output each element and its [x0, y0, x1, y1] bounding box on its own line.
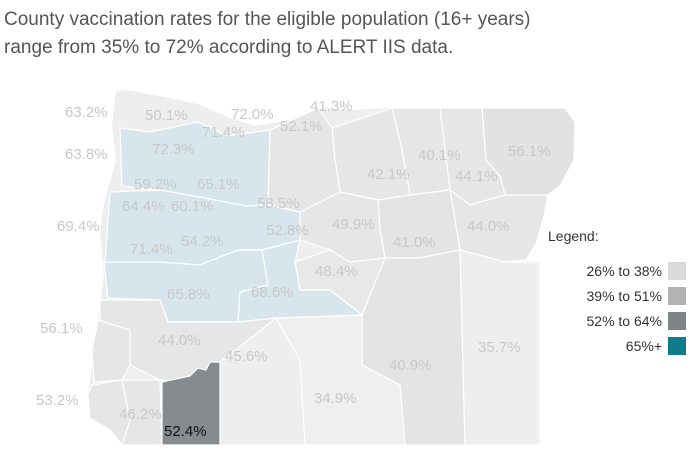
label-wasco-north: 52.1% [280, 118, 323, 135]
county-malheur[interactable] [459, 249, 541, 446]
legend-swatch [668, 337, 686, 355]
label-washington: 72.3% [152, 141, 195, 158]
legend-swatch [668, 312, 686, 330]
legend-label: 39% to 51% [586, 288, 663, 304]
label-lake: 34.9% [314, 390, 357, 407]
label-crook: 48.4% [315, 263, 358, 280]
chart-title: County vaccination rates for the eligibl… [4, 6, 644, 62]
label-jackson: 45.6% [225, 348, 268, 365]
label-tillamook: 63.2% [65, 104, 108, 121]
label-lincoln-north: 63.8% [65, 146, 108, 163]
label-gilliam: 40.1% [418, 147, 461, 164]
label-malheur: 35.7% [478, 339, 521, 356]
county-josephine[interactable] [121, 379, 163, 446]
label-coos: 56.1% [40, 320, 83, 337]
legend-label: 26% to 38% [586, 263, 663, 279]
label-klamath-selected: 52.4% [164, 423, 207, 440]
label-marion: 60.1% [171, 198, 214, 215]
label-sherman: 42.1% [367, 166, 410, 183]
legend-item-26-38[interactable]: 26% to 38% [586, 261, 686, 281]
label-columbia: 72.0% [231, 106, 274, 123]
label-wasco: 52.8% [266, 222, 309, 239]
label-josephine: 46.2% [119, 406, 162, 423]
county-jefferson-wasco[interactable] [267, 107, 341, 213]
label-clackamas: 65.1% [197, 176, 240, 193]
legend-swatch [668, 287, 686, 305]
legend-item-39-51[interactable]: 39% to 51% [586, 286, 686, 306]
county-deschutes[interactable] [237, 239, 364, 323]
label-wheeler: 49.9% [332, 216, 375, 233]
label-yamhill: 59.2% [134, 176, 177, 193]
label-umatilla: 56.1% [508, 143, 551, 160]
label-clatsop: 50.1% [145, 107, 188, 124]
legend-swatch [668, 262, 686, 280]
label-hood-river: 41.3% [310, 98, 353, 115]
label-jefferson: 58.5% [257, 195, 300, 212]
legend-label: 65%+ [625, 338, 662, 354]
label-grant: 41.0% [393, 234, 436, 251]
label-polk: 64.4% [122, 198, 165, 215]
label-morrow: 44.1% [455, 168, 498, 185]
label-lincoln: 69.4% [57, 218, 100, 235]
label-curry: 53.2% [36, 392, 79, 409]
label-deschutes: 68.6% [251, 284, 294, 301]
label-douglas: 44.0% [158, 332, 201, 349]
county-klamath-highlighted[interactable] [161, 361, 221, 446]
label-lane: 65.8% [167, 286, 210, 303]
title-line-2: range from 35% to 72% according to ALERT… [4, 37, 454, 58]
label-benton: 71.4% [130, 241, 173, 258]
label-union-baker: 44.0% [467, 218, 510, 235]
label-multnomah: 71.4% [202, 124, 245, 141]
legend-item-65-plus[interactable]: 65%+ [626, 336, 686, 356]
legend-item-52-64[interactable]: 52% to 64% [586, 311, 686, 331]
title-line-1: County vaccination rates for the eligibl… [4, 9, 531, 30]
legend-title: Legend: [548, 228, 599, 244]
label-linn: 54.2% [181, 233, 224, 250]
legend-label: 52% to 64% [586, 313, 663, 329]
label-harney: 40.9% [389, 357, 432, 374]
county-coos[interactable] [91, 319, 131, 383]
